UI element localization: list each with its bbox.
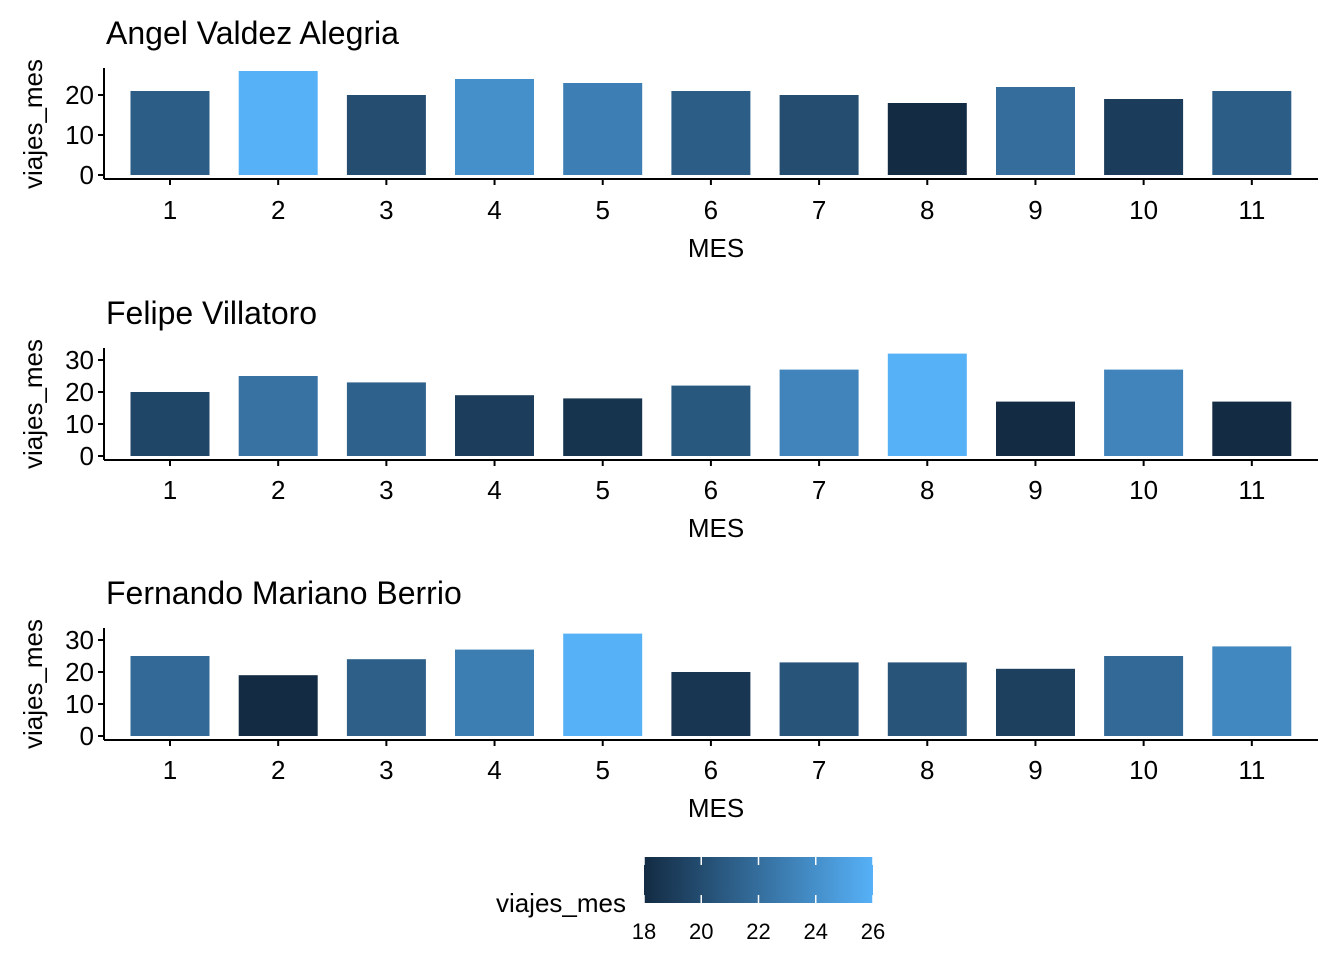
bar-9: [996, 668, 1075, 736]
panel-title: Felipe Villatoro: [106, 295, 317, 331]
x-tick-label: 7: [812, 755, 826, 785]
x-tick-label: 11: [1238, 755, 1265, 785]
x-tick-label: 4: [487, 195, 501, 225]
bar-8: [887, 662, 967, 736]
bar-3: [346, 659, 426, 736]
x-tick-label: 5: [595, 475, 609, 505]
y-tick-label: 20: [65, 80, 94, 110]
bar-2: [238, 376, 318, 456]
bar-10: [1104, 99, 1184, 175]
x-tick-label: 10: [1129, 195, 1158, 225]
y-tick-label: 10: [65, 409, 94, 439]
x-tick-label: 6: [704, 195, 718, 225]
x-tick-label: 11: [1238, 195, 1265, 225]
x-tick-label: 1: [163, 755, 177, 785]
y-tick-label: 0: [80, 160, 94, 190]
y-tick-label: 0: [80, 441, 94, 471]
bar-7: [779, 95, 859, 175]
bar-6: [671, 672, 751, 736]
x-tick-label: 6: [704, 475, 718, 505]
bar-6: [671, 385, 751, 456]
bar-11: [1212, 91, 1292, 175]
x-tick-label: 4: [487, 755, 501, 785]
bar-8: [887, 103, 967, 175]
x-tick-label: 8: [920, 475, 934, 505]
bar-7: [779, 369, 859, 456]
panel-title: Fernando Mariano Berrio: [106, 575, 462, 611]
bar-4: [455, 79, 534, 175]
legend-tick-label: 18: [632, 919, 656, 944]
y-tick-label: 10: [65, 120, 94, 150]
y-tick-label: 0: [80, 721, 94, 751]
x-tick-label: 4: [487, 475, 501, 505]
x-tick-label: 7: [812, 475, 826, 505]
bar-7: [779, 662, 859, 736]
x-tick-label: 2: [271, 195, 285, 225]
bar-1: [130, 392, 210, 456]
x-tick-label: 1: [163, 195, 177, 225]
x-tick-label: 9: [1028, 755, 1042, 785]
x-tick-label: 9: [1028, 195, 1042, 225]
bar-8: [887, 353, 967, 456]
bar-3: [346, 382, 426, 456]
x-tick-label: 2: [271, 475, 285, 505]
x-axis-label: MES: [688, 233, 744, 263]
bar-4: [455, 395, 534, 456]
y-axis-label: viajes_mes: [18, 59, 48, 189]
y-tick-label: 30: [65, 625, 94, 655]
bar-9: [996, 401, 1075, 456]
x-tick-label: 10: [1129, 755, 1158, 785]
x-tick-label: 3: [379, 755, 393, 785]
x-tick-label: 9: [1028, 475, 1042, 505]
bar-5: [563, 633, 643, 736]
x-axis-label: MES: [688, 793, 744, 823]
bar-1: [130, 656, 210, 736]
x-tick-label: 8: [920, 755, 934, 785]
bar-10: [1104, 656, 1184, 736]
x-tick-label: 1: [163, 475, 177, 505]
bar-4: [455, 649, 534, 736]
legend-tick-label: 20: [689, 919, 713, 944]
x-tick-label: 10: [1129, 475, 1158, 505]
y-axis-label: viajes_mes: [18, 339, 48, 469]
panel-title: Angel Valdez Alegria: [106, 15, 399, 51]
bar-2: [238, 71, 318, 175]
bar-1: [130, 91, 210, 175]
legend-title: viajes_mes: [496, 888, 626, 918]
legend-tick-label: 22: [746, 919, 770, 944]
x-tick-label: 7: [812, 195, 826, 225]
x-tick-label: 3: [379, 475, 393, 505]
x-axis-label: MES: [688, 513, 744, 543]
y-tick-label: 20: [65, 657, 94, 687]
y-tick-label: 10: [65, 689, 94, 719]
x-tick-label: 6: [704, 755, 718, 785]
bar-10: [1104, 369, 1184, 456]
bar-11: [1212, 401, 1292, 456]
legend-tick-label: 24: [804, 919, 828, 944]
bar-6: [671, 91, 751, 175]
y-tick-label: 20: [65, 377, 94, 407]
bar-11: [1212, 646, 1292, 736]
x-tick-label: 2: [271, 755, 285, 785]
x-tick-label: 11: [1238, 475, 1265, 505]
bar-5: [563, 83, 643, 175]
y-axis-label: viajes_mes: [18, 619, 48, 749]
x-tick-label: 5: [595, 195, 609, 225]
bar-9: [996, 87, 1075, 175]
x-tick-label: 8: [920, 195, 934, 225]
x-tick-label: 3: [379, 195, 393, 225]
bar-3: [346, 95, 426, 175]
x-tick-label: 5: [595, 755, 609, 785]
legend-tick-label: 26: [861, 919, 885, 944]
bar-5: [563, 398, 643, 456]
y-tick-label: 30: [65, 345, 94, 375]
bar-2: [238, 675, 318, 736]
